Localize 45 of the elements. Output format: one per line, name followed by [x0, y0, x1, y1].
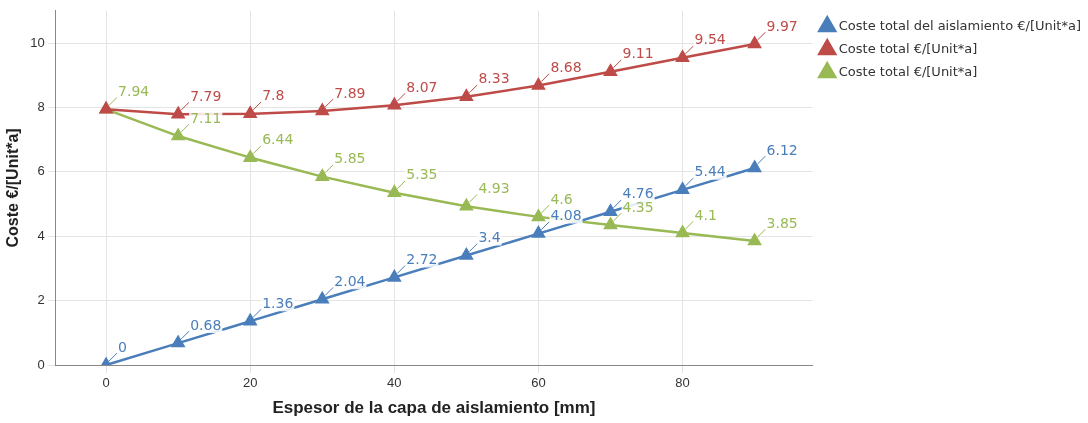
y-tick-label: 8: [37, 98, 45, 114]
x-tick-label: 20: [242, 375, 258, 391]
data-label: 5.35: [406, 166, 438, 183]
x-tick-label: 80: [675, 375, 690, 391]
data-label: 3.4: [478, 229, 501, 246]
legend-label: Coste total €/[Unit*a]: [838, 40, 978, 56]
y-tick-label: 2: [37, 292, 45, 308]
data-label: 4.1: [694, 206, 717, 223]
data-label: 7.94: [118, 82, 150, 99]
data-label: 7.8: [262, 87, 285, 104]
data-label: 0: [118, 338, 128, 355]
data-label: 8.33: [478, 70, 510, 87]
legend-label: Coste total €/[Unit*a]: [838, 63, 978, 79]
data-label: 0.68: [190, 316, 222, 333]
data-label: 8.07: [406, 78, 438, 95]
data-label: 9.97: [766, 17, 798, 34]
y-tick-label: 6: [37, 163, 45, 179]
data-label: 9.11: [622, 45, 654, 62]
y-tick-label: 10: [30, 34, 45, 50]
data-label: 4.93: [478, 179, 510, 196]
x-tick-label: 60: [531, 375, 546, 391]
data-label: 7.89: [334, 84, 366, 101]
x-tick-label: 0: [102, 375, 110, 391]
data-label: 2.04: [334, 272, 366, 289]
data-label: 6.12: [766, 141, 798, 158]
data-label: 8.68: [550, 59, 582, 76]
data-label: 4.6: [550, 190, 573, 207]
data-label: 5.44: [694, 163, 726, 180]
data-label: 4.08: [550, 207, 582, 224]
data-label: 7.11: [190, 109, 222, 126]
y-axis-title: Coste €/[Unit*a]: [4, 128, 22, 248]
y-tick-label: 0: [37, 356, 45, 372]
legend-label: Coste total del aislamiento €/[Unit*a]: [838, 17, 1081, 33]
y-tick-label: 4: [37, 227, 45, 243]
x-axis-title: Espesor de la capa de aislamiento [mm]: [272, 398, 596, 418]
data-label: 6.44: [262, 131, 294, 148]
data-label: 2.72: [406, 251, 438, 268]
data-label: 9.54: [694, 31, 726, 48]
data-label: 7.79: [190, 87, 222, 104]
data-label: 3.85: [766, 214, 798, 231]
data-label: 4.35: [622, 198, 654, 215]
data-label: 4.76: [622, 185, 654, 202]
data-label: 1.36: [262, 294, 294, 311]
x-tick-label: 40: [387, 375, 402, 391]
data-label: 5.85: [334, 150, 366, 167]
